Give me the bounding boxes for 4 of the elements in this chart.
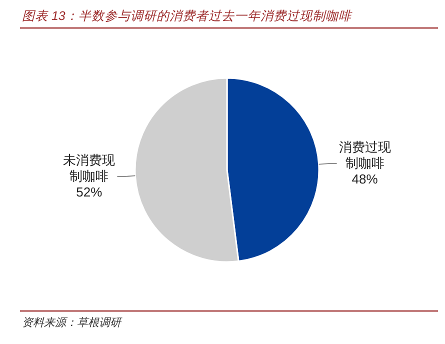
label: 未消费现制咖啡 52%: [63, 152, 116, 200]
label: 消费过现制咖啡 48%: [338, 140, 391, 187]
annotation: 资料来源：草根调研: [22, 317, 121, 329]
title: 图表 13：半数参与调研的消费者过去一年消费过现制咖啡: [22, 9, 352, 23]
